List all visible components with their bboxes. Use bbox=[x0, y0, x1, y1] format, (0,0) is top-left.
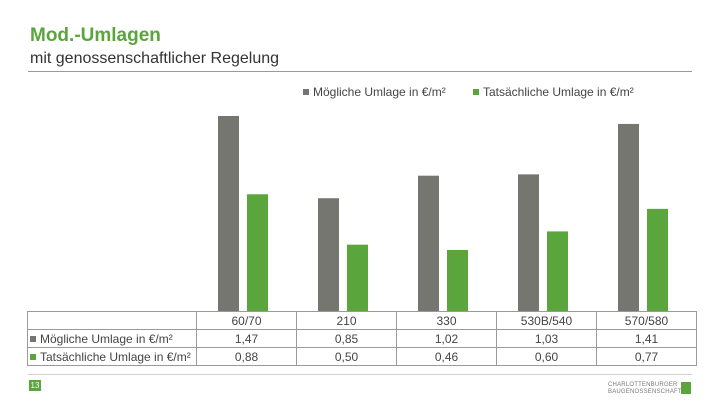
bar-actual-3 bbox=[547, 231, 568, 311]
table-cell: 0,46 bbox=[396, 347, 497, 366]
table-cell: 0,88 bbox=[196, 347, 297, 366]
table-cell: 0,50 bbox=[296, 347, 397, 366]
bar-possible-3 bbox=[518, 174, 539, 311]
legend-swatch-gray-icon bbox=[303, 89, 309, 95]
table-category: 530B/540 bbox=[496, 311, 597, 330]
title-divider bbox=[28, 71, 692, 72]
logo-line-2: BAUGENOSSENSCHAFT bbox=[608, 389, 682, 395]
logo-line-1: CHARLOTTENBURGER bbox=[608, 382, 678, 388]
row-label-text: Tatsächliche Umlage in €/m² bbox=[40, 349, 191, 364]
row-swatch-green-icon bbox=[30, 353, 36, 360]
table-cell: 1,47 bbox=[196, 329, 297, 348]
legend-entry-possible: Mögliche Umlage in €/m² bbox=[303, 85, 446, 99]
bar-actual-1 bbox=[347, 244, 368, 311]
row-swatch-gray-icon bbox=[30, 335, 36, 342]
table-category: 570/580 bbox=[596, 311, 697, 330]
page-number: 13 bbox=[29, 380, 41, 391]
bar-possible-1 bbox=[318, 198, 339, 311]
table-category: 330 bbox=[396, 311, 497, 330]
bar-actual-4 bbox=[647, 208, 668, 311]
logo-house-icon bbox=[681, 382, 691, 394]
bar-possible-4 bbox=[618, 123, 639, 311]
table-row-possible: Mögliche Umlage in €/m² 1,47 0,85 1,02 1… bbox=[27, 329, 697, 348]
table-cell: 0,77 bbox=[596, 347, 697, 366]
bar-possible-2 bbox=[418, 175, 439, 311]
legend-swatch-green-icon bbox=[473, 89, 479, 95]
data-table: 60/70 210 330 530B/540 570/580 Mögliche … bbox=[27, 311, 697, 366]
row-label-text: Mögliche Umlage in €/m² bbox=[40, 331, 173, 346]
table-cell: 1,41 bbox=[596, 329, 697, 348]
footer-divider bbox=[28, 374, 692, 375]
company-logo: CHARLOTTENBURGER BAUGENOSSENSCHAFT bbox=[608, 382, 682, 396]
slide-subtitle: mit genossenschaftlicher Regelung bbox=[30, 50, 280, 67]
legend-label-actual: Tatsächliche Umlage in €/m² bbox=[483, 85, 634, 99]
table-cell: 1,03 bbox=[496, 329, 597, 348]
legend-label-possible: Mögliche Umlage in €/m² bbox=[313, 85, 446, 99]
bar-actual-0 bbox=[247, 194, 268, 311]
table-row-actual: Tatsächliche Umlage in €/m² 0,88 0,50 0,… bbox=[27, 347, 697, 366]
table-category: 60/70 bbox=[196, 311, 297, 330]
slide-title: Mod.-Umlagen bbox=[30, 25, 161, 46]
table-corner bbox=[27, 311, 197, 330]
bar-actual-2 bbox=[447, 249, 468, 311]
legend-entry-actual: Tatsächliche Umlage in €/m² bbox=[473, 85, 634, 99]
table-row-label-possible: Mögliche Umlage in €/m² bbox=[27, 329, 197, 348]
table-cell: 1,02 bbox=[396, 329, 497, 348]
table-category: 210 bbox=[296, 311, 397, 330]
table-row-categories: 60/70 210 330 530B/540 570/580 bbox=[27, 311, 697, 330]
table-row-label-actual: Tatsächliche Umlage in €/m² bbox=[27, 347, 197, 366]
table-cell: 0,60 bbox=[496, 347, 597, 366]
table-cell: 0,85 bbox=[296, 329, 397, 348]
bar-possible-0 bbox=[218, 115, 239, 311]
